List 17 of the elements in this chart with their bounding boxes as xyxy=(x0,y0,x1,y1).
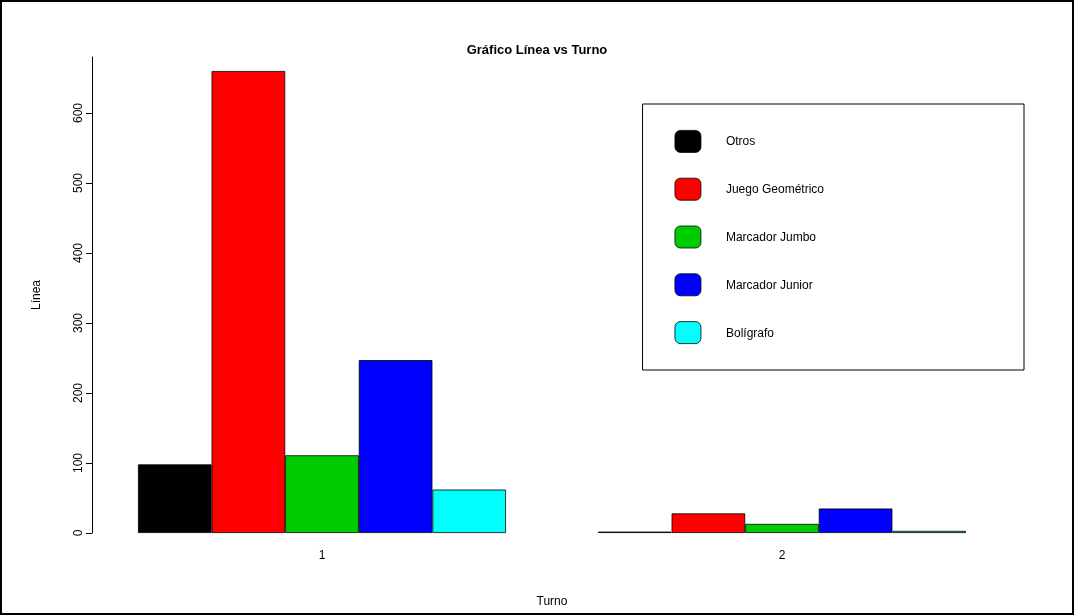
y-axis-title: Línea xyxy=(29,279,43,311)
y-tick-label: 600 xyxy=(71,102,85,124)
y-tick-label: 0 xyxy=(71,529,85,537)
y-tick-label: 400 xyxy=(71,242,85,264)
y-tick-label: 300 xyxy=(71,312,85,334)
x-tick-label: 2 xyxy=(778,548,786,562)
y-tick-label: 500 xyxy=(71,172,85,194)
legend-label: Marcador Junior xyxy=(725,277,813,292)
x-tick-label: 1 xyxy=(318,548,326,562)
legend-label: Marcador Jumbo xyxy=(725,230,817,244)
x-axis-title: Turno xyxy=(536,594,568,608)
legend-label: Otros xyxy=(725,134,756,149)
legend-label: Bolígrafo xyxy=(725,325,775,340)
y-tick-label: 100 xyxy=(71,452,85,474)
legend-label: Juego Geométrico xyxy=(725,182,825,197)
y-tick-label: 200 xyxy=(71,382,85,404)
chart-title: Gráfico Línea vs Turno xyxy=(466,42,608,57)
